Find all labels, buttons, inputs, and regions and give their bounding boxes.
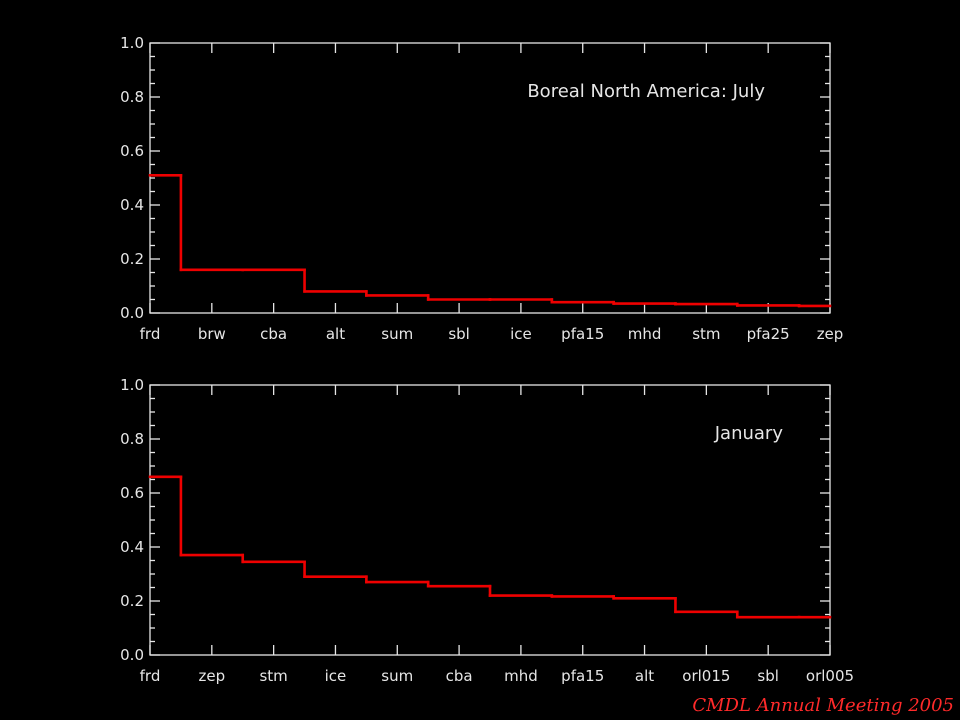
- y-tick-label: 0.6: [120, 484, 144, 502]
- x-tick-label: sum: [381, 325, 413, 343]
- y-tick-label: 0.0: [120, 304, 144, 322]
- x-tick-label: stm: [692, 325, 720, 343]
- x-tick-label: alt: [635, 667, 654, 685]
- x-tick-label: pfa15: [561, 667, 604, 685]
- y-tick-label: 0.8: [120, 430, 144, 448]
- y-tick-label: 0.8: [120, 88, 144, 106]
- x-tick-label: pfa25: [747, 325, 790, 343]
- y-tick-label: 0.4: [120, 196, 144, 214]
- x-tick-label: cba: [446, 667, 473, 685]
- chart-panel-1: 0.0 0.2 0.4 0.6 0.8 1.0 frd brw cba alt sum sbl ice p…: [120, 34, 843, 343]
- y-tick-label: 0.2: [120, 250, 144, 268]
- x-tick-label: sbl: [448, 325, 470, 343]
- x-tick-label: ice: [510, 325, 532, 343]
- x-tick-label: pfa15: [561, 325, 604, 343]
- y-tick-label: 1.0: [120, 376, 144, 394]
- x-tick-label: orl015: [682, 667, 730, 685]
- x-tick-label: alt: [326, 325, 345, 343]
- x-tick-label: cba: [260, 325, 287, 343]
- x-tick-label: sbl: [757, 667, 779, 685]
- x-tick-label: zep: [817, 325, 844, 343]
- y-tick-label: 0.0: [120, 646, 144, 664]
- y-tick-label: 0.4: [120, 538, 144, 556]
- chart-title: Boreal North America: July: [527, 81, 765, 102]
- x-tick-label: ice: [325, 667, 347, 685]
- chart-title: January: [714, 423, 784, 444]
- x-tick-label: zep: [199, 667, 226, 685]
- chart-panel-2: 0.0 0.2 0.4 0.6 0.8 1.0 frd zep stm ice sum cba mhd p…: [120, 376, 854, 685]
- x-tick-label: orl005: [806, 667, 854, 685]
- x-tick-label: brw: [198, 325, 226, 343]
- x-tick-label: sum: [381, 667, 413, 685]
- x-tick-label: mhd: [628, 325, 662, 343]
- x-tick-label: stm: [259, 667, 287, 685]
- footer-label: CMDL Annual Meeting 2005: [692, 695, 954, 716]
- y-tick-label: 1.0: [120, 34, 144, 52]
- x-tick-label: mhd: [504, 667, 538, 685]
- y-tick-label: 0.6: [120, 142, 144, 160]
- x-tick-label: frd: [140, 667, 161, 685]
- x-tick-label: frd: [140, 325, 161, 343]
- y-tick-label: 0.2: [120, 592, 144, 610]
